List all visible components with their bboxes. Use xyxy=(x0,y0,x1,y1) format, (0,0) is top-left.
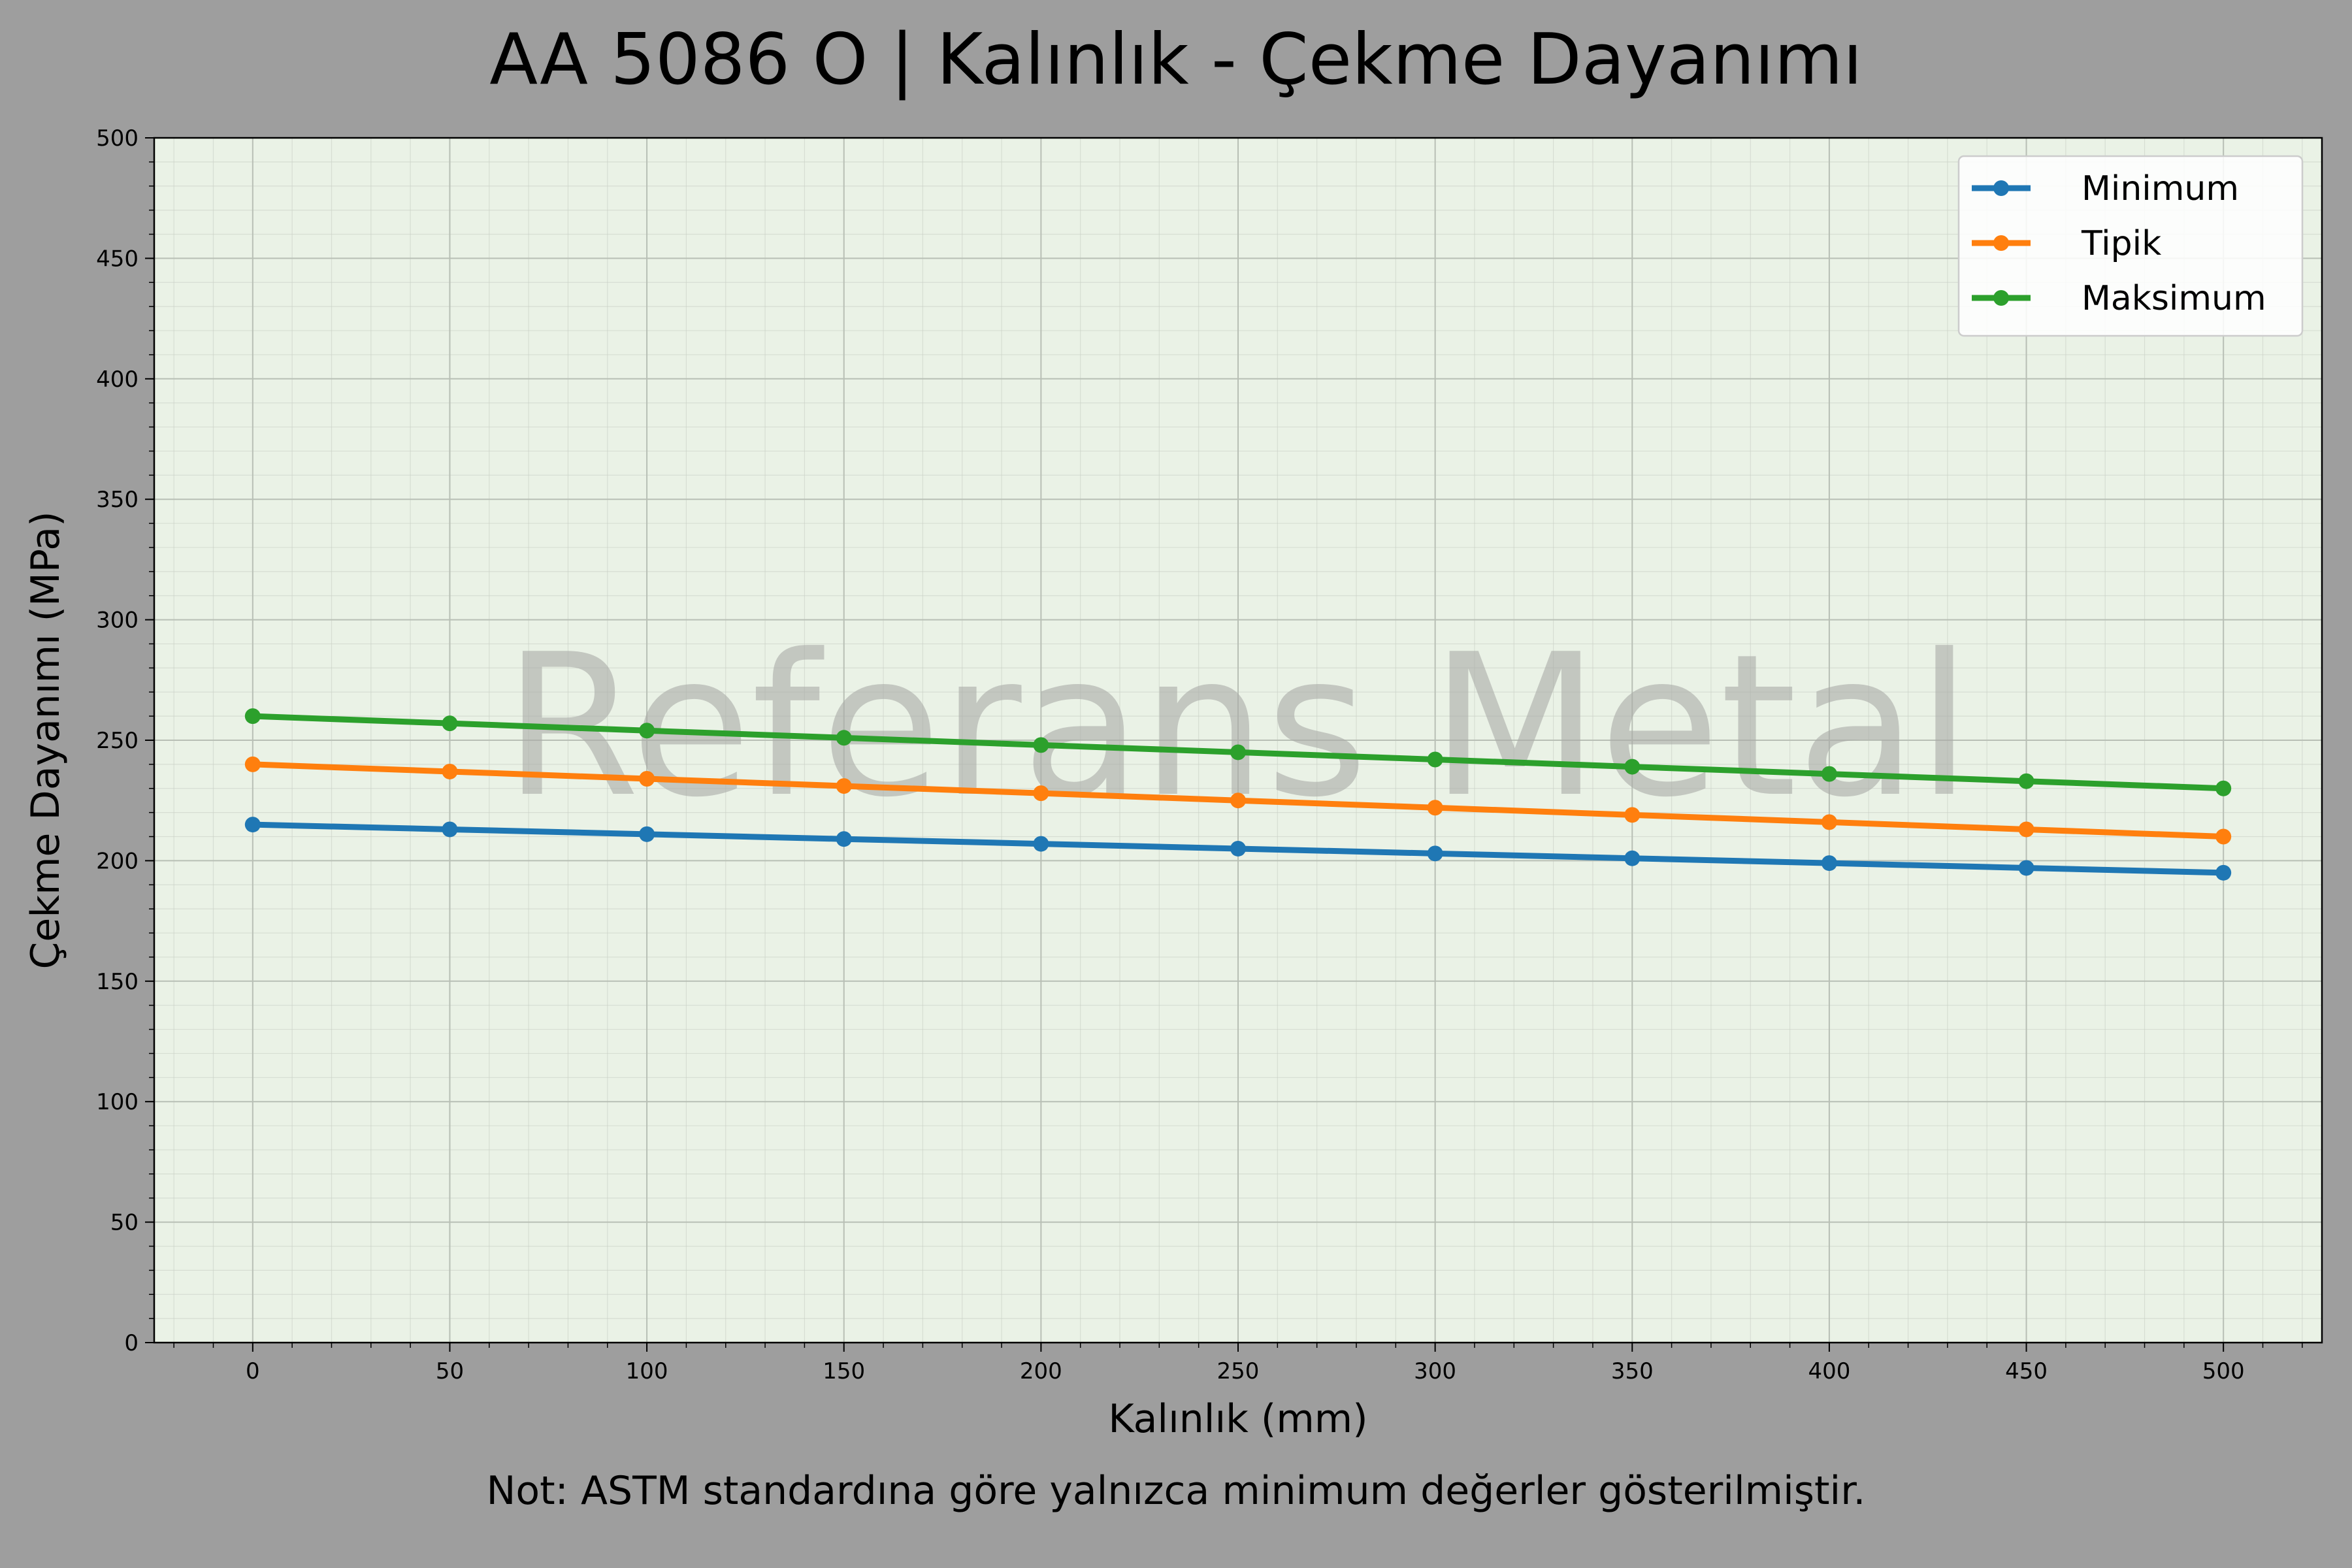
data-point-minimum xyxy=(442,821,458,838)
data-point-maksimum xyxy=(244,708,261,725)
y-tick-label: 50 xyxy=(110,1210,139,1236)
y-tick-label: 150 xyxy=(96,969,139,995)
legend-label-maksimum: Maksimum xyxy=(2082,279,2266,318)
y-tick-label: 350 xyxy=(96,487,139,513)
data-point-tipik xyxy=(836,778,852,794)
data-point-tipik xyxy=(442,763,458,779)
data-point-minimum xyxy=(2018,860,2034,876)
y-tick-label: 250 xyxy=(96,728,139,754)
data-point-minimum xyxy=(244,817,261,833)
data-point-maksimum xyxy=(1230,744,1246,760)
legend-marker-minimum xyxy=(1993,180,2009,196)
series-lines xyxy=(244,708,2232,881)
y-tick-label: 200 xyxy=(96,848,139,874)
x-axis-label: Kalınlık (mm) xyxy=(1108,1396,1367,1442)
data-point-tipik xyxy=(1033,785,1049,802)
data-point-maksimum xyxy=(1624,759,1641,775)
data-point-minimum xyxy=(836,831,852,847)
data-point-tipik xyxy=(1821,814,1837,830)
x-tick-label: 50 xyxy=(436,1358,464,1384)
data-point-maksimum xyxy=(2018,773,2034,789)
data-point-minimum xyxy=(1821,855,1837,872)
data-point-maksimum xyxy=(442,715,458,732)
data-point-tipik xyxy=(1427,800,1443,816)
data-point-tipik xyxy=(244,756,261,772)
y-tick-label: 500 xyxy=(96,125,139,152)
x-tick-label: 450 xyxy=(2005,1358,2048,1384)
legend-marker-tipik xyxy=(1993,235,2009,251)
x-tick-label: 200 xyxy=(1020,1358,1062,1384)
data-point-minimum xyxy=(639,826,655,842)
data-point-maksimum xyxy=(1821,766,1837,782)
data-point-minimum xyxy=(1033,836,1049,852)
legend-box xyxy=(1957,155,2304,337)
y-axis-label: Çekme Dayanımı (MPa) xyxy=(23,512,69,970)
data-point-tipik xyxy=(2215,828,2232,845)
chart-title: AA 5086 O | Kalınlık - Çekme Dayanımı xyxy=(489,19,1863,101)
footnote: Not: ASTM standardına göre yalnızca mini… xyxy=(487,1468,1866,1514)
x-tick-label: 400 xyxy=(1808,1358,1850,1384)
data-point-minimum xyxy=(1624,850,1641,866)
data-point-minimum xyxy=(2215,864,2232,881)
y-tick-label: 450 xyxy=(96,246,139,272)
legend: Minimum Tipik Maksimum xyxy=(1957,155,2304,337)
x-tick-label: 250 xyxy=(1217,1358,1260,1384)
data-point-minimum xyxy=(1230,840,1246,857)
y-tick-label: 400 xyxy=(96,367,139,393)
data-point-tipik xyxy=(1624,807,1641,823)
data-point-maksimum xyxy=(639,723,655,739)
data-point-maksimum xyxy=(1033,737,1049,753)
y-tick-label: 300 xyxy=(96,608,139,634)
ticks: 0 50 100 150 200 250 300 350 400 450 500 0 50 100 150 2… xyxy=(96,125,2303,1384)
data-point-maksimum xyxy=(2215,780,2232,796)
x-tick-label: 300 xyxy=(1414,1358,1456,1384)
legend-label-tipik: Tipik xyxy=(2081,224,2161,263)
legend-marker-maksimum xyxy=(1993,290,2009,306)
data-point-tipik xyxy=(1230,792,1246,809)
data-point-maksimum xyxy=(1427,751,1443,768)
data-point-tipik xyxy=(639,771,655,787)
x-tick-label: 150 xyxy=(823,1358,865,1384)
x-tick-label: 0 xyxy=(246,1358,260,1384)
y-tick-label: 100 xyxy=(96,1089,139,1115)
data-point-minimum xyxy=(1427,845,1443,862)
data-point-maksimum xyxy=(836,730,852,746)
x-tick-label: 350 xyxy=(1611,1358,1654,1384)
legend-label-minimum: Minimum xyxy=(2082,169,2239,208)
data-point-tipik xyxy=(2018,821,2034,838)
x-tick-label: 100 xyxy=(626,1358,668,1384)
x-tick-label: 500 xyxy=(2202,1358,2245,1384)
y-tick-label: 0 xyxy=(124,1330,139,1356)
